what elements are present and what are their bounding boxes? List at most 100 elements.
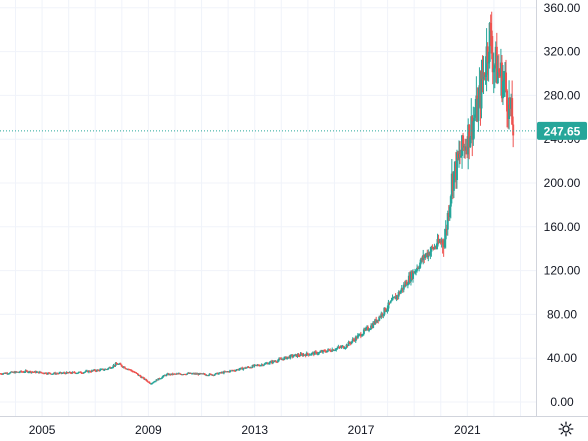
candle bbox=[102, 368, 105, 371]
candle bbox=[379, 315, 382, 318]
candle bbox=[122, 366, 125, 369]
candle bbox=[86, 370, 89, 373]
candle bbox=[181, 373, 184, 376]
candle bbox=[289, 354, 292, 360]
settings-button[interactable] bbox=[556, 419, 576, 439]
candle bbox=[299, 351, 302, 357]
candle bbox=[445, 224, 448, 236]
candle bbox=[252, 364, 255, 367]
candle bbox=[316, 352, 319, 356]
candle bbox=[345, 343, 348, 349]
candle bbox=[41, 372, 44, 375]
candle bbox=[63, 371, 66, 374]
candle bbox=[377, 319, 380, 324]
candle bbox=[260, 363, 263, 367]
candle bbox=[265, 361, 268, 365]
candle bbox=[2, 373, 5, 375]
candle bbox=[426, 249, 429, 259]
candle bbox=[186, 373, 189, 375]
candle bbox=[167, 372, 170, 376]
candle bbox=[438, 238, 441, 244]
candle bbox=[357, 333, 360, 337]
candle bbox=[455, 149, 458, 189]
candle bbox=[443, 228, 446, 249]
candle bbox=[39, 371, 42, 373]
candle bbox=[70, 372, 73, 375]
candle bbox=[131, 370, 134, 373]
candle bbox=[35, 370, 38, 374]
candle bbox=[287, 356, 290, 359]
candle bbox=[172, 373, 175, 375]
candle bbox=[423, 254, 426, 264]
candle bbox=[406, 282, 409, 289]
candle bbox=[237, 368, 240, 371]
candle bbox=[491, 36, 494, 85]
candle bbox=[21, 371, 24, 373]
candle bbox=[52, 373, 55, 375]
candle bbox=[157, 378, 160, 381]
candle bbox=[477, 87, 480, 132]
candle bbox=[500, 55, 503, 103]
candle bbox=[376, 319, 379, 323]
candle bbox=[399, 289, 402, 294]
candle bbox=[164, 374, 167, 377]
candle bbox=[368, 328, 371, 333]
candle bbox=[246, 366, 249, 368]
candle bbox=[93, 368, 96, 371]
candle bbox=[389, 300, 392, 304]
candle bbox=[244, 366, 247, 370]
candle bbox=[449, 194, 452, 219]
candle bbox=[295, 354, 298, 358]
candle bbox=[113, 365, 116, 368]
candle bbox=[60, 372, 63, 375]
candle bbox=[72, 371, 75, 373]
candle bbox=[141, 376, 144, 379]
candle bbox=[413, 271, 416, 274]
candle bbox=[212, 374, 215, 377]
candle bbox=[267, 362, 270, 365]
y-tick-label: 360.00 bbox=[544, 1, 581, 15]
candle bbox=[204, 373, 207, 376]
candle bbox=[110, 367, 113, 369]
candle bbox=[439, 238, 442, 245]
candle bbox=[259, 364, 262, 367]
candle bbox=[441, 238, 444, 254]
candle bbox=[219, 371, 222, 374]
candle bbox=[11, 371, 14, 373]
candle bbox=[23, 371, 26, 374]
candle bbox=[318, 350, 321, 353]
candle bbox=[225, 370, 228, 373]
candle bbox=[83, 371, 86, 373]
candle bbox=[319, 349, 322, 353]
candle bbox=[218, 372, 221, 374]
candle bbox=[317, 351, 320, 355]
candle bbox=[175, 372, 178, 375]
candle bbox=[440, 237, 443, 248]
candle bbox=[335, 347, 338, 352]
candle bbox=[394, 293, 397, 300]
candle bbox=[433, 243, 436, 250]
candle bbox=[401, 287, 404, 293]
candle bbox=[192, 372, 195, 375]
candle bbox=[382, 314, 385, 319]
candle bbox=[121, 366, 124, 368]
candle bbox=[255, 364, 258, 367]
candle bbox=[462, 132, 465, 152]
candle bbox=[352, 337, 355, 342]
candle bbox=[258, 364, 261, 367]
candle bbox=[97, 369, 100, 371]
candle bbox=[334, 348, 337, 352]
candle bbox=[188, 372, 191, 374]
candle bbox=[76, 372, 79, 374]
candle bbox=[159, 378, 162, 380]
y-tick-label: 120.00 bbox=[544, 264, 581, 278]
candle bbox=[444, 220, 447, 249]
candle bbox=[173, 373, 176, 375]
candle bbox=[442, 238, 445, 257]
candle bbox=[119, 362, 122, 365]
candle bbox=[4, 372, 7, 374]
candle bbox=[450, 158, 453, 204]
y-tick-label: 160.00 bbox=[544, 220, 581, 234]
